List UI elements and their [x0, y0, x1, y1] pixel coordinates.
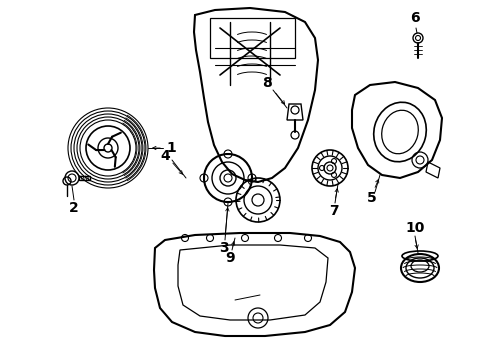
Text: 10: 10: [405, 221, 425, 235]
Text: 9: 9: [225, 251, 235, 265]
Text: 1: 1: [166, 141, 176, 155]
Text: 3: 3: [219, 241, 229, 255]
Text: 5: 5: [367, 191, 377, 205]
Text: 8: 8: [262, 76, 272, 90]
Text: 4: 4: [160, 149, 170, 163]
Text: 2: 2: [69, 201, 79, 215]
Text: 7: 7: [329, 204, 339, 218]
Text: 6: 6: [410, 11, 420, 25]
